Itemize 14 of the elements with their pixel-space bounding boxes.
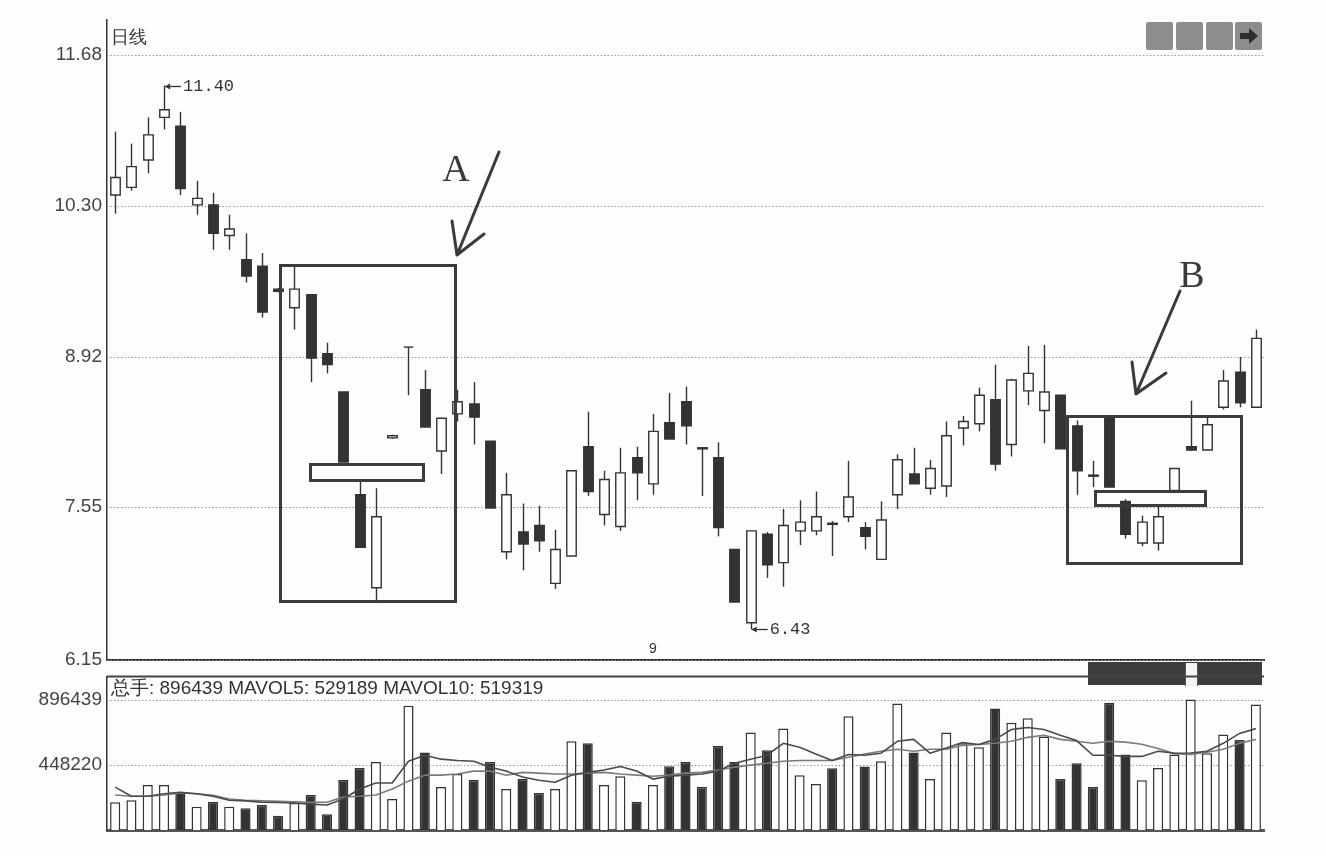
y-tick-label: 448220	[38, 753, 102, 775]
y-tick-label: 7.55	[65, 495, 102, 517]
y-tick-label: 10.30	[54, 194, 102, 216]
y-tick-label: 8.92	[65, 345, 102, 367]
x-tick-label: 9	[649, 639, 658, 656]
y-tick-label: 896439	[38, 687, 102, 709]
chart-title: 日线	[111, 26, 147, 47]
y-tick-label: 11.68	[55, 43, 102, 65]
annotation: 6.43	[769, 620, 811, 639]
annotation: A	[442, 146, 471, 189]
annotation: 11.40	[183, 77, 235, 96]
chart-title: 总手: 896439 MAVOL5: 529189 MAVOL10: 519319	[110, 676, 544, 698]
y-tick-label: 6.15	[65, 648, 102, 670]
annotation: B	[1179, 252, 1205, 295]
